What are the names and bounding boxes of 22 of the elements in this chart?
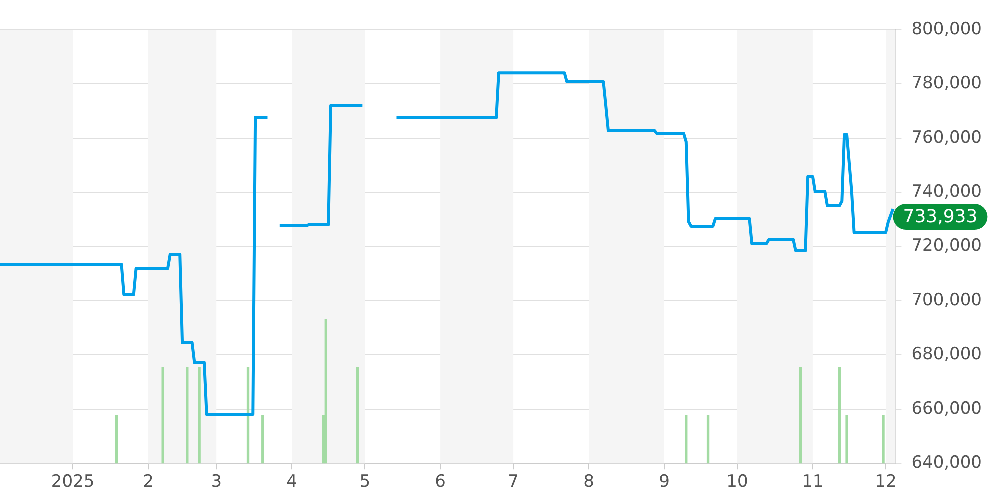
x-tick-label: 2025 [51,472,95,492]
x-tick-label: 6 [435,472,446,492]
annotation: 733,933 [903,206,978,228]
x-tick-label: 4 [286,472,298,492]
y-tick-label: 680,000 [912,344,982,365]
y-tick-label: 660,000 [912,398,982,419]
x-tick-label: 10 [726,472,748,492]
y-tick-label: 640,000 [912,453,982,474]
y-tick-label: 700,000 [912,290,982,310]
x-tick-label: 5 [360,472,371,492]
x-tick-label: 7 [508,472,519,492]
x-tick-label: 11 [802,472,824,492]
x-tick-label: 12 [875,472,897,492]
x-tick-label: 9 [659,472,670,492]
y-tick-label: 800,000 [912,19,982,40]
y-tick-label: 780,000 [912,74,982,94]
y-tick-label: 760,000 [912,128,982,148]
x-tick-label: 3 [211,472,222,492]
x-tick-label: 2 [143,472,154,492]
y-tick-label: 720,000 [912,236,982,256]
x-tick-label: 8 [584,472,594,492]
y-tick-label: 740,000 [912,182,982,202]
